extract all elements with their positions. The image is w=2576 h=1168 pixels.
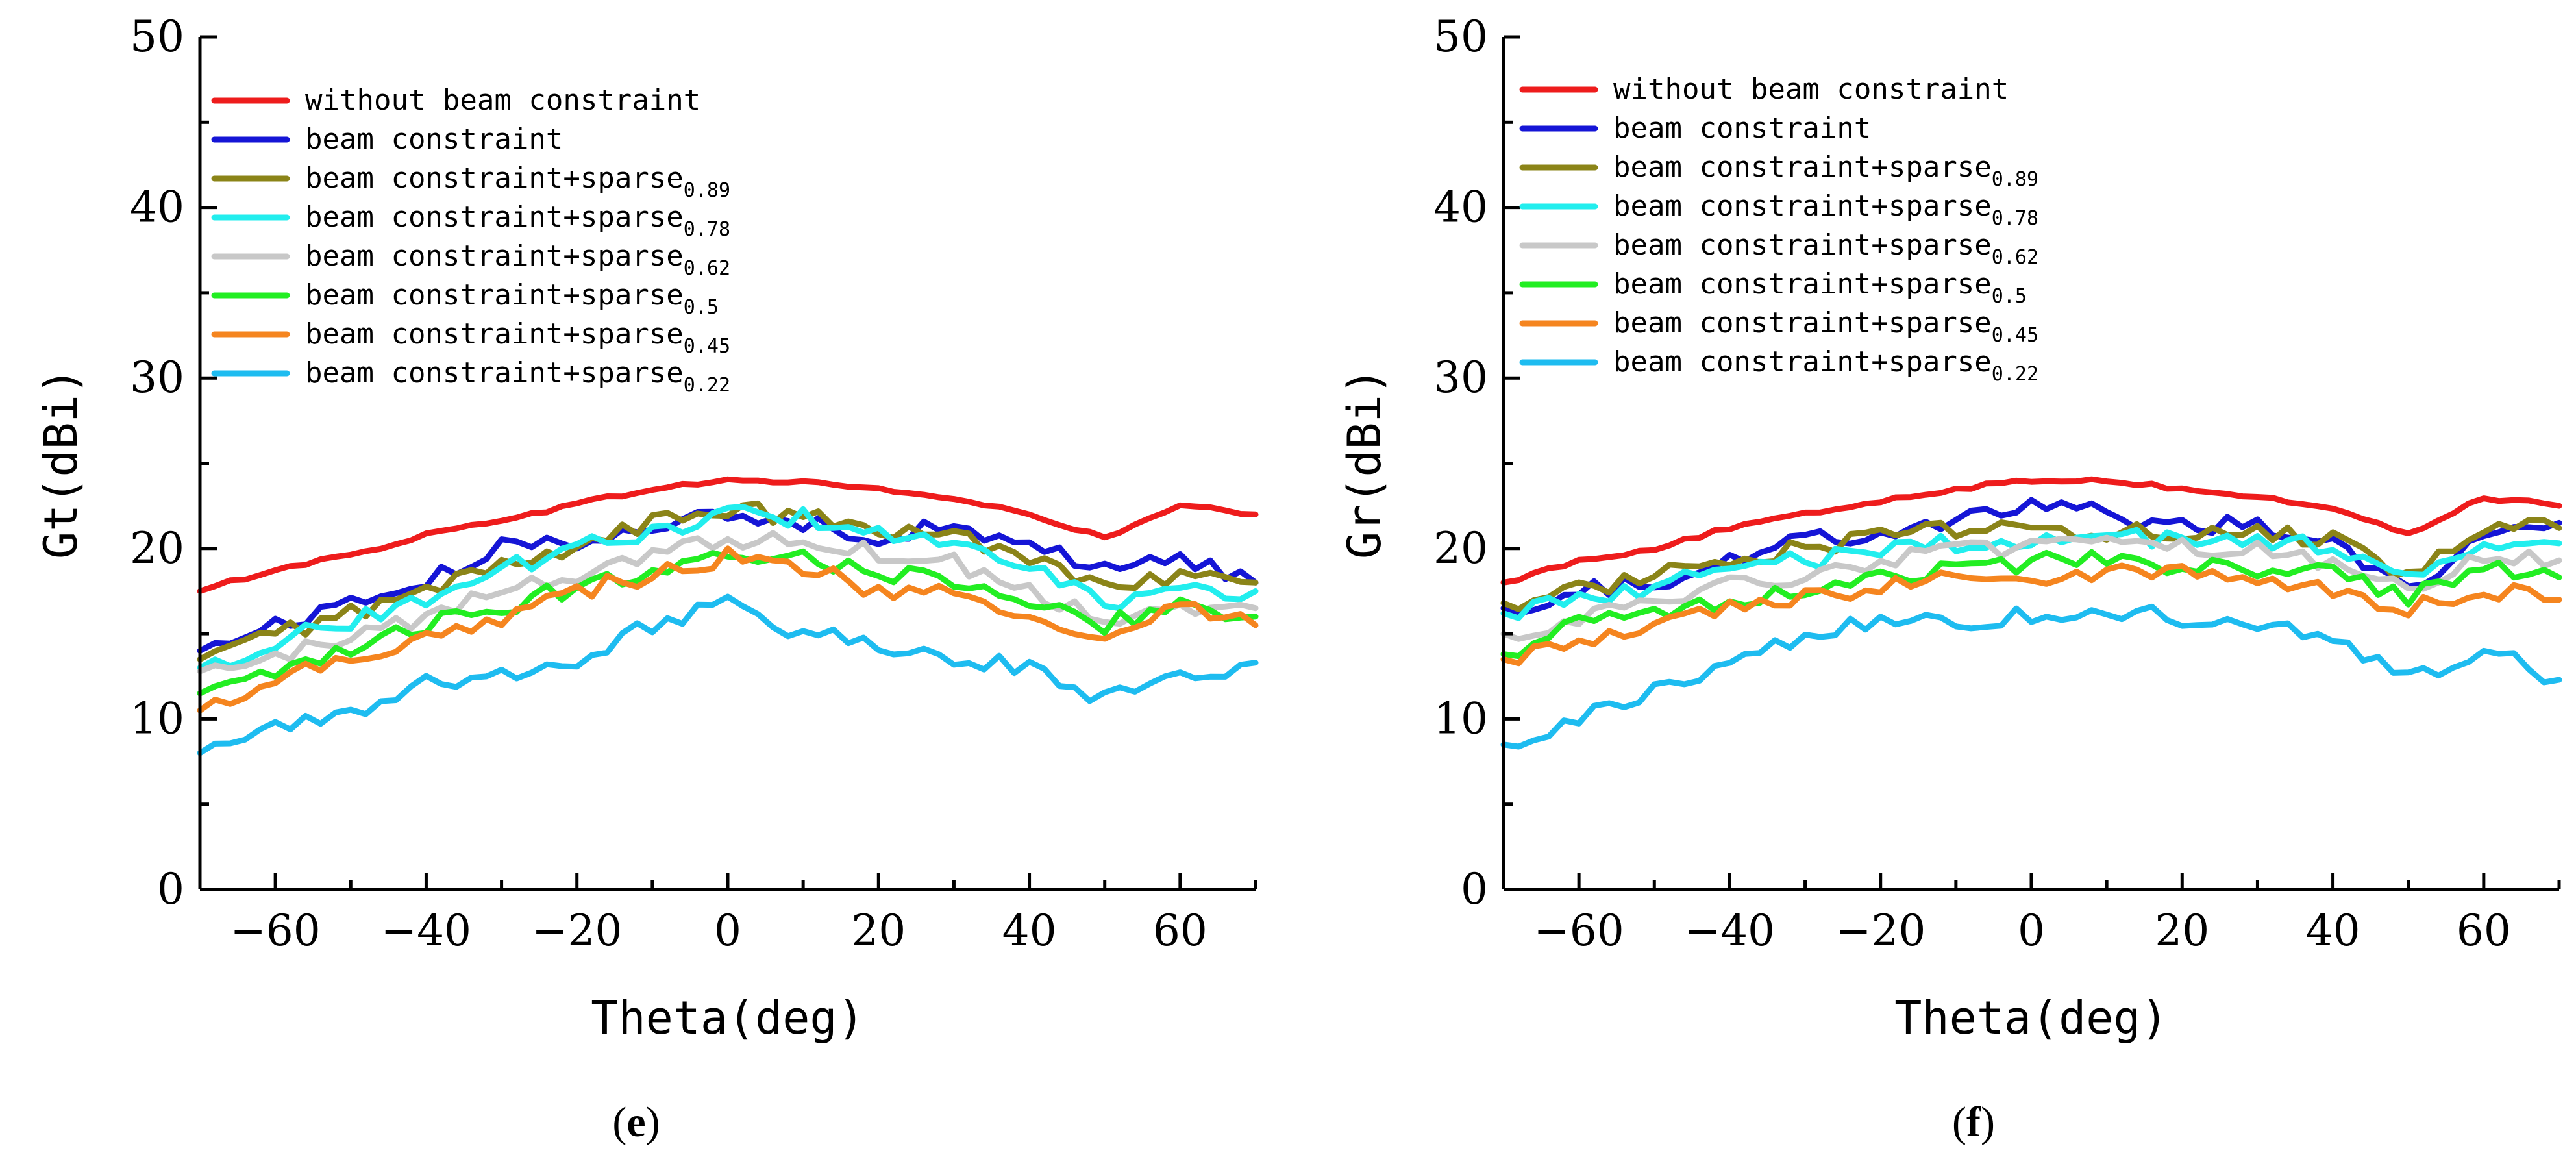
series-line-7 (197, 545, 1259, 714)
series-line-3 (197, 500, 1259, 662)
x-axis-title: Theta(deg) (591, 991, 864, 1045)
legend-label: beam constraint+sparse0.89 (305, 162, 730, 202)
legend-label: without beam constraint (1613, 73, 2009, 106)
series-line-8 (197, 593, 1259, 756)
y-tick-label: 40 (1433, 182, 1488, 232)
x-tick-label: 40 (2306, 906, 2360, 956)
x-tick-label: −40 (381, 906, 471, 956)
y-tick-label: 10 (1433, 693, 1488, 743)
legend-label: without beam constraint (305, 84, 700, 117)
x-tick-label: 0 (2018, 906, 2045, 956)
y-tick-label: 40 (130, 182, 184, 232)
y-tick-label: 30 (1433, 353, 1488, 403)
series-lines (197, 476, 1259, 756)
chart-panel-e: 0 10 20 30 40 50 −60 −40 −20 0 20 40 60 Theta(deg) Gt(… (34, 12, 1259, 1146)
series-line-8 (1500, 603, 2562, 750)
legend-item: beam constraint+sparse0.5 (211, 279, 719, 319)
y-axis-title: Gr(dBi) (1338, 367, 1391, 559)
legend: without beam constraint beam constraint be… (1519, 73, 2038, 386)
y-tick-label: 50 (130, 12, 184, 62)
legend-item: beam constraint+sparse0.78 (1519, 190, 2038, 230)
legend-label: beam constraint+sparse0.78 (305, 201, 730, 241)
x-tick-label: 60 (2457, 906, 2511, 956)
legend-item: beam constraint+sparse0.62 (1519, 229, 2038, 269)
panel-label: (e) (612, 1099, 660, 1146)
legend-label: beam constraint+sparse0.89 (1613, 151, 2038, 191)
legend-item: beam constraint (211, 123, 563, 156)
legend-label: beam constraint+sparse0.62 (305, 240, 730, 280)
x-tick-label: 40 (1002, 906, 1057, 956)
y-tick-label: 20 (130, 523, 184, 573)
legend-item: beam constraint+sparse0.78 (211, 201, 730, 241)
legend-label: beam constraint+sparse0.45 (1613, 306, 2038, 347)
legend-item: beam constraint+sparse0.89 (211, 162, 730, 202)
legend-item: beam constraint+sparse0.62 (211, 240, 730, 280)
series-line-4 (197, 503, 1259, 671)
panel-label: (f) (1952, 1099, 1995, 1146)
y-tick-label: 50 (1433, 12, 1488, 62)
series-line-1 (1500, 476, 2562, 586)
series-line-1 (197, 476, 1259, 594)
y-tick-label: 30 (130, 353, 184, 403)
series-lines (1500, 476, 2562, 750)
legend-item: without beam constraint (1519, 73, 2009, 106)
legend-label: beam constraint+sparse0.45 (305, 317, 730, 358)
legend-item: beam constraint (1519, 112, 1871, 145)
legend-item: beam constraint+sparse0.22 (1519, 345, 2038, 386)
legend-label: beam constraint+sparse0.22 (305, 356, 730, 397)
x-tick-label: 60 (1153, 906, 1208, 956)
series-line-7 (1500, 562, 2562, 667)
y-tick-label: 0 (1461, 864, 1488, 914)
series-line-2 (1500, 497, 2562, 617)
legend-item: beam constraint+sparse0.45 (211, 317, 730, 358)
legend-item: without beam constraint (211, 84, 700, 117)
series-line-6 (1500, 549, 2562, 660)
series-line-2 (197, 508, 1259, 654)
series-line-6 (197, 548, 1259, 697)
y-tick-label: 0 (157, 864, 184, 914)
x-tick-label: 20 (851, 906, 906, 956)
x-tick-label: −40 (1685, 906, 1775, 956)
legend-label: beam constraint+sparse0.62 (1613, 229, 2038, 269)
y-tick-label: 20 (1433, 523, 1488, 573)
legend: without beam constraint beam constraint be… (211, 84, 730, 397)
legend-item: beam constraint+sparse0.45 (1519, 306, 2038, 347)
series-line-5 (1500, 534, 2562, 642)
legend-item: beam constraint+sparse0.5 (1519, 267, 2027, 308)
legend-item: beam constraint+sparse0.89 (1519, 151, 2038, 191)
x-tick-label: −20 (1835, 906, 1926, 956)
series-line-5 (197, 530, 1259, 675)
x-tick-label: 0 (714, 906, 741, 956)
y-axis-title: Gt(dBi) (34, 367, 88, 559)
legend-label: beam constraint+sparse0.22 (1613, 345, 2038, 386)
x-tick-label: −60 (230, 906, 320, 956)
legend-label: beam constraint (1613, 112, 1871, 145)
legend-label: beam constraint+sparse0.5 (305, 279, 719, 319)
legend-item: beam constraint+sparse0.22 (211, 356, 730, 397)
series-line-4 (1500, 527, 2562, 621)
x-tick-label: −20 (532, 906, 622, 956)
legend-label: beam constraint+sparse0.78 (1613, 190, 2038, 230)
x-tick-label: −60 (1533, 906, 1624, 956)
chart-panel-f: 0 10 20 30 40 50 −60 −40 −20 0 20 40 60 Theta(deg) Gr(… (1338, 12, 2562, 1146)
legend-label: beam constraint+sparse0.5 (1613, 267, 2027, 308)
x-axis-title: Theta(deg) (1894, 991, 2168, 1045)
y-tick-label: 10 (130, 693, 184, 743)
x-tick-label: 20 (2155, 906, 2209, 956)
legend-label: beam constraint (305, 123, 563, 156)
